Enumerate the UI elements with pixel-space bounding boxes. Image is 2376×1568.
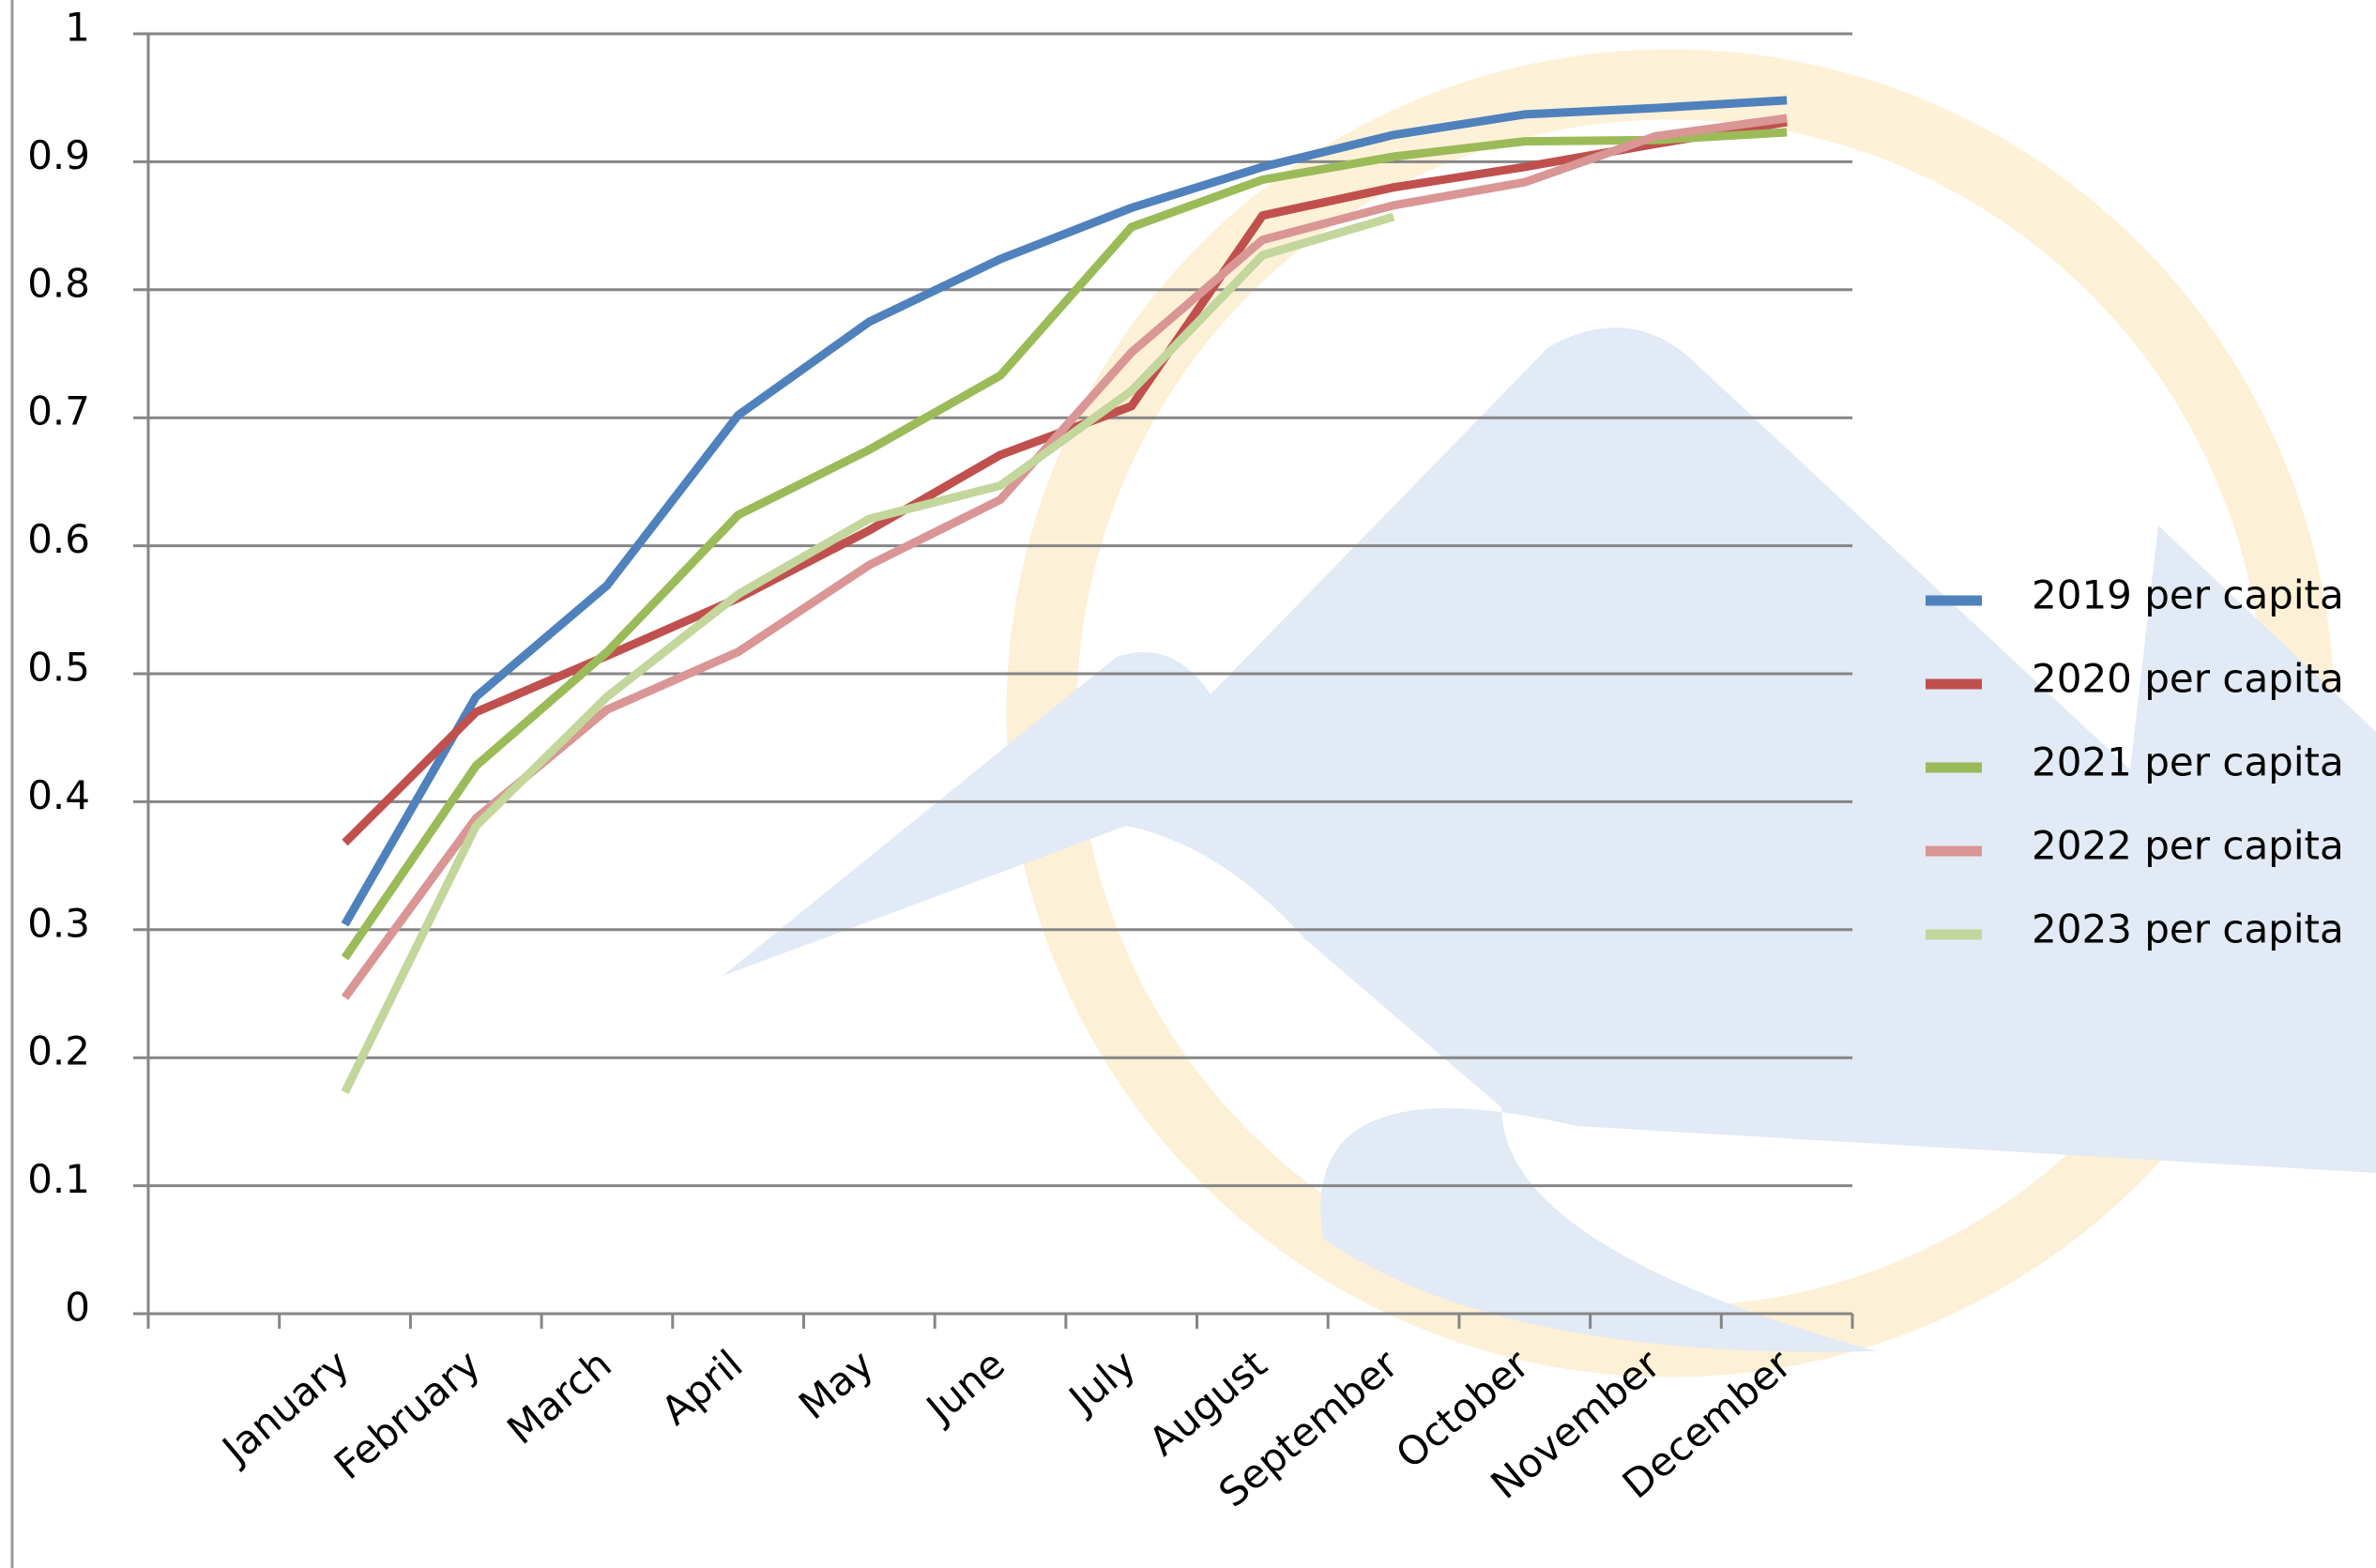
x-tick-label: May — [790, 1341, 882, 1428]
legend-label: 2020 per capita — [2032, 656, 2344, 702]
legend-label: 2022 per capita — [2032, 823, 2344, 869]
legend-label: 2019 per capita — [2032, 572, 2344, 618]
x-tick-label: June — [916, 1341, 1013, 1433]
series-line — [341, 96, 1788, 927]
y-tick-label: 0.8 — [27, 260, 90, 306]
y-tick-label: 0.2 — [27, 1028, 90, 1074]
y-tick-label: 0.9 — [27, 132, 90, 178]
y-tick-label: 0 — [65, 1285, 90, 1331]
x-tick-label: February — [326, 1341, 489, 1488]
y-tick-label: 0.6 — [27, 516, 90, 562]
y-tick-label: 0.3 — [27, 900, 90, 946]
x-tick-label: July — [1059, 1341, 1145, 1423]
series-line — [341, 128, 1788, 961]
x-tick-label: March — [498, 1341, 620, 1454]
legend-label: 2023 per capita — [2032, 906, 2344, 952]
y-tick-label: 0.1 — [27, 1156, 90, 1202]
series-line — [341, 114, 1788, 1000]
series-line — [341, 212, 1395, 1094]
y-tick-label: 0.7 — [27, 388, 90, 434]
watermark-shape — [723, 327, 2376, 1352]
y-tick-label: 0.4 — [27, 772, 90, 818]
watermark — [723, 49, 2376, 1378]
y-tick-label: 1 — [65, 5, 90, 51]
legend-label: 2021 per capita — [2032, 739, 2344, 785]
x-tick-label: April — [652, 1341, 751, 1434]
y-tick-label: 0.5 — [27, 645, 90, 691]
